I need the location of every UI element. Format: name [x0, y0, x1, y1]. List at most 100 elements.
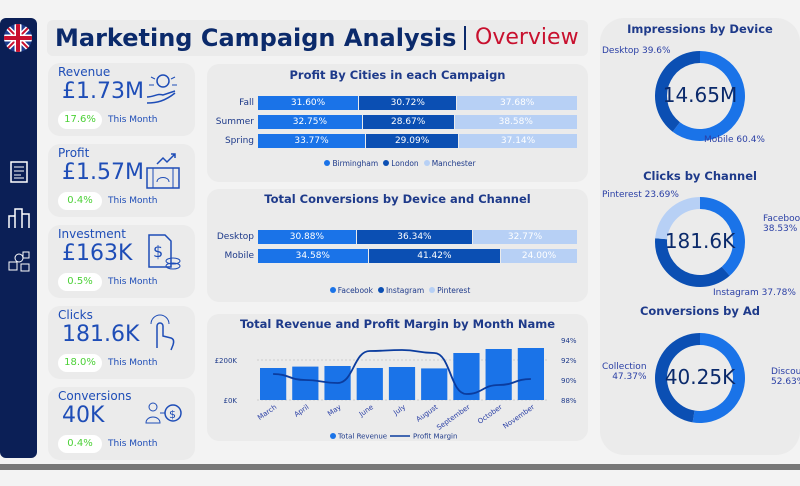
legend-item: Total Revenue — [337, 433, 387, 441]
bar-segment-birmingham[interactable]: 31.60% — [258, 96, 359, 110]
x-tick-label: April — [293, 403, 311, 419]
kpi-change: 0.5% — [58, 273, 102, 291]
slice-name: Pinterest 23.69% — [602, 190, 679, 200]
chart-title: Clicks by Channel — [643, 169, 757, 183]
x-tick-label: July — [391, 403, 407, 417]
donut-slice-discount[interactable] — [692, 333, 745, 423]
slice-pct: 38.53% — [763, 224, 798, 234]
legend-dot — [423, 160, 430, 166]
donut-slice-desktop[interactable] — [655, 51, 700, 132]
profit-by-cities-chart: Profit By Cities in each Campaign Fall 31… — [207, 64, 588, 182]
slice-name: Facebook — [763, 214, 800, 224]
legend-dot — [330, 433, 336, 439]
slice-label: Mobile 60.4% — [704, 135, 765, 145]
kpi-value: £163K — [62, 241, 133, 266]
slice-name: Collection — [602, 362, 647, 372]
conversions-device-channel-chart: Total Conversions by Device and Channel … — [207, 189, 588, 302]
bar-segment-manchester[interactable]: 37.14% — [459, 134, 577, 148]
title-bar: Marketing Campaign Analysis Overview — [47, 20, 588, 56]
bar-segment-london[interactable]: 30.72% — [359, 96, 457, 110]
bar-segment-birmingham[interactable]: 32.75% — [258, 115, 362, 129]
donut-slice-pinterest[interactable] — [655, 197, 700, 240]
x-tick-label: August — [415, 403, 440, 424]
kpi-card-clicks: Clicks 181.6K 18.0% This Month — [48, 306, 195, 379]
donut-slice-facebook[interactable] — [700, 197, 745, 276]
slice-label: Discount52.63% — [771, 367, 800, 387]
revenue-bar[interactable] — [388, 367, 416, 400]
report-icon[interactable] — [7, 160, 31, 184]
revenue-bar[interactable] — [292, 366, 319, 400]
revenue-bar[interactable] — [260, 368, 287, 400]
donut-slice-collection[interactable] — [655, 333, 700, 423]
kpi-change: 18.0% — [58, 354, 102, 372]
money-hand-icon — [146, 74, 177, 104]
category-label: Summer — [215, 117, 254, 127]
legend-dot — [329, 287, 336, 293]
legend-dot — [324, 160, 331, 166]
bar-segment-facebook[interactable]: 34.58% — [258, 249, 368, 263]
bar-segment-instagram[interactable]: 41.42% — [368, 249, 501, 263]
legend: Birmingham London Manchester — [207, 159, 588, 168]
chart-title: Total Conversions by Device and Channel — [264, 192, 531, 206]
kpi-period: This Month — [108, 358, 158, 368]
donut-center-value: 40.25K — [664, 365, 736, 389]
x-tick-label: November — [502, 403, 537, 431]
slice-label: Pinterest 23.69% — [602, 190, 679, 200]
donut-chart — [655, 51, 745, 141]
y2-tick-label: 92% — [561, 357, 577, 365]
person-coin-icon: $ — [145, 402, 182, 424]
bar-segment-london[interactable]: 28.67% — [362, 115, 454, 129]
page-title: Marketing Campaign Analysis — [55, 24, 457, 52]
chart-title: Total Revenue and Profit Margin by Month… — [239, 317, 556, 331]
revenue-bar[interactable] — [485, 349, 512, 400]
revenue-bar[interactable] — [517, 348, 544, 400]
kpi-label: Conversions — [58, 389, 132, 403]
slice-pct: 52.63% — [771, 377, 800, 387]
revenue-bar[interactable] — [356, 368, 383, 400]
click-hand-icon — [150, 314, 175, 351]
social-media-icon[interactable] — [7, 250, 31, 274]
uk-flag-icon[interactable] — [4, 24, 32, 52]
donut-slice-instagram[interactable] — [655, 238, 730, 287]
bar-segment-birmingham[interactable]: 33.77% — [258, 134, 366, 148]
bar-segment-facebook[interactable]: 30.88% — [258, 230, 356, 244]
bar-segment-manchester[interactable]: 38.58% — [454, 115, 577, 129]
revenue-bar[interactable] — [421, 368, 448, 400]
legend-item: Pinterest — [437, 286, 471, 295]
bar-segment-pinterest[interactable]: 32.77% — [473, 230, 577, 244]
y2-tick-label: 88% — [561, 397, 577, 405]
donut-slice-mobile[interactable] — [672, 51, 745, 141]
legend-item: Profit Margin — [413, 433, 457, 441]
legend-item: Instagram — [385, 286, 425, 295]
kpi-change: 17.6% — [58, 111, 102, 129]
kpi-period: This Month — [108, 196, 158, 206]
bar-segment-pinterest[interactable]: 24.00% — [501, 249, 577, 263]
legend-item: London — [391, 159, 419, 168]
kpi-card-conversions: Conversions 40K 0.4% This Month $ — [48, 387, 195, 460]
kpi-change: 0.4% — [58, 435, 102, 453]
slice-label: Instagram 37.78% — [713, 288, 796, 298]
kpi-period: This Month — [108, 115, 158, 125]
kpi-value: £1.57M — [62, 160, 144, 185]
slice-name: Mobile 60.4% — [704, 135, 765, 145]
buildings-icon[interactable] — [7, 206, 31, 230]
sidebar — [0, 18, 37, 458]
y-tick-label: £200K — [215, 357, 238, 365]
bar-segment-instagram[interactable]: 36.34% — [356, 230, 473, 244]
chart-title: Impressions by Device — [627, 22, 773, 36]
kpi-value: 40K — [62, 403, 105, 428]
bar-segment-london[interactable]: 29.09% — [366, 134, 459, 148]
y-tick-label: £0K — [224, 397, 238, 405]
x-tick-label: June — [357, 403, 375, 419]
category-label: Desktop — [216, 232, 254, 242]
slice-name: Discount — [771, 367, 800, 377]
y2-tick-label: 94% — [561, 337, 577, 345]
bar-segment-manchester[interactable]: 37.68% — [457, 96, 577, 110]
donut-panel: Impressions by Device Clicks by Channel … — [600, 18, 800, 455]
slice-label: Desktop 39.6% — [602, 46, 671, 56]
y2-tick-label: 90% — [561, 377, 577, 385]
bottom-shadow — [0, 464, 800, 470]
kpi-change: 0.4% — [58, 192, 102, 210]
legend-item: Manchester — [431, 159, 476, 168]
x-tick-label: October — [476, 403, 504, 426]
